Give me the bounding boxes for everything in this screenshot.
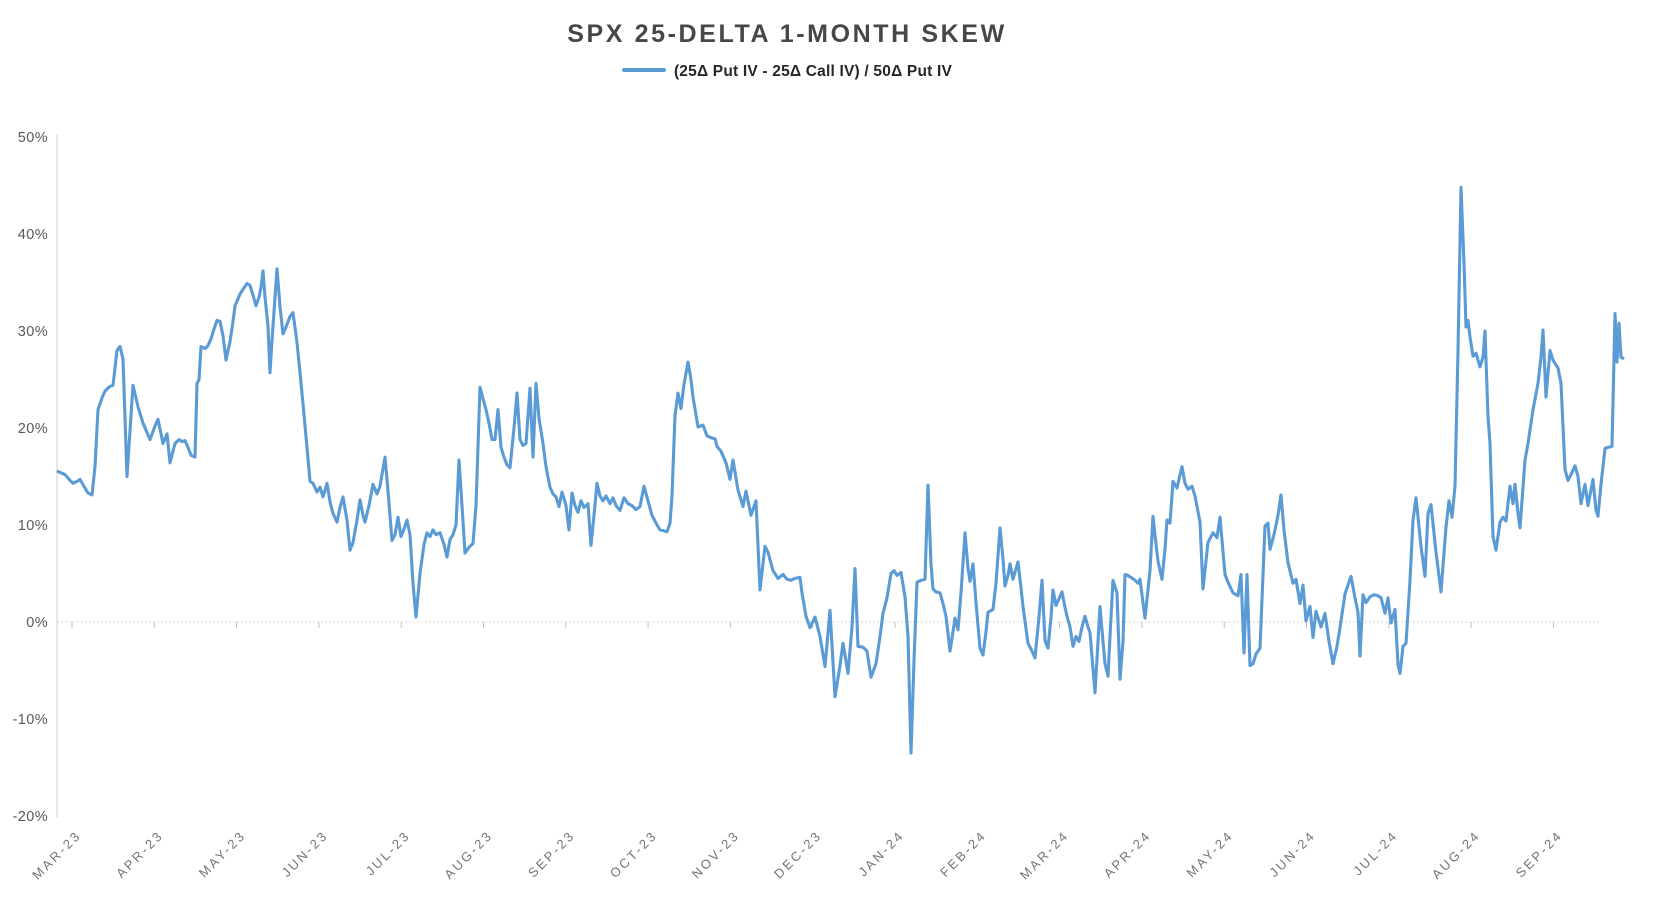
x-axis-tick-label: JUN-24: [1266, 828, 1318, 880]
legend-label: (25Δ Put IV - 25Δ Call IV) / 50Δ Put IV: [673, 63, 953, 80]
y-axis-tick-label: 30%: [18, 324, 48, 340]
x-axis-tick-label: MAY-24: [1183, 828, 1236, 881]
x-axis-tick-label: MAY-23: [196, 828, 249, 881]
x-axis-tick-label: JAN-24: [855, 828, 907, 880]
y-axis-tick-label: -10%: [13, 712, 48, 728]
x-axis-tick-label: NOV-23: [689, 828, 743, 882]
x-axis-tick-label: AUG-24: [1429, 828, 1483, 882]
x-axis-tick-label: MAR-23: [29, 828, 84, 883]
skew-series-line: [56, 185, 1625, 755]
y-axis-tick-label: -20%: [13, 809, 48, 825]
x-axis-tick-label: JUL-24: [1350, 828, 1401, 879]
x-axis-tick-label: SEP-24: [1513, 828, 1566, 881]
x-axis-tick-label: SEP-23: [525, 828, 578, 881]
y-axis-tick-label: 50%: [18, 130, 48, 146]
y-axis-tick-label: 20%: [18, 421, 48, 437]
y-axis-tick-label: 0%: [26, 615, 48, 631]
x-axis-tick-label: FEB-24: [937, 828, 989, 880]
x-axis-tick-label: OCT-23: [607, 828, 660, 881]
x-axis-tick-label: JUN-23: [279, 828, 331, 880]
x-axis-tick-label: APR-24: [1101, 828, 1154, 881]
chart-legend: (25Δ Put IV - 25Δ Call IV) / 50Δ Put IV: [621, 63, 953, 81]
x-axis-tick-label: APR-23: [113, 828, 166, 881]
x-axis-tick-label: MAR-24: [1017, 828, 1072, 883]
chart-title: SPX 25-DELTA 1-MONTH SKEW: [567, 20, 1007, 48]
chart-header: SPX 25-DELTA 1-MONTH SKEW (25Δ Put IV - …: [0, 0, 1574, 81]
y-axis-tick-label: 40%: [18, 227, 48, 243]
y-axis-tick-label: 10%: [18, 518, 48, 534]
legend-line-icon: [621, 67, 666, 73]
x-axis-tick-label: JUL-23: [362, 828, 413, 879]
x-axis-tick-label: DEC-23: [771, 828, 825, 882]
x-axis-tick-label: AUG-23: [441, 828, 495, 882]
